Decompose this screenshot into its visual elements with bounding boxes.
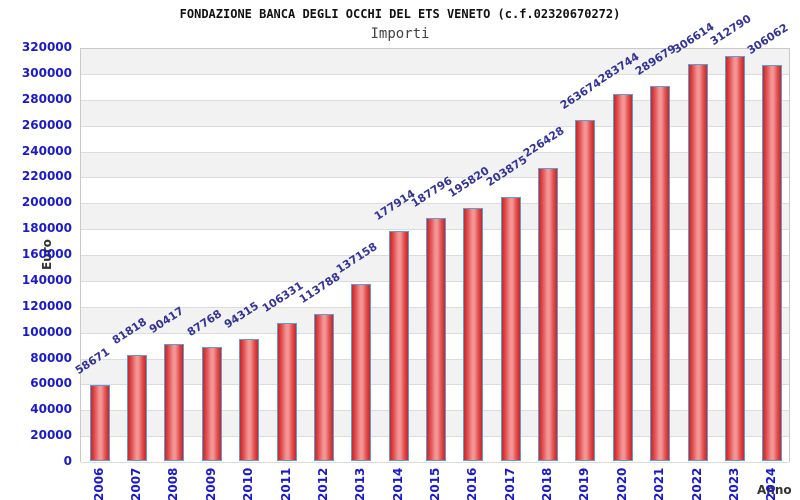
- x-axis-title: Anno: [757, 483, 792, 497]
- x-tick-label: 2007: [129, 467, 144, 500]
- bar-2012: [313, 313, 334, 461]
- y-tick-label: 220000: [21, 169, 72, 184]
- bar-2022: [687, 64, 708, 461]
- y-tick-label: 120000: [21, 298, 72, 313]
- y-tick-label: 60000: [30, 376, 72, 391]
- grid-band: [81, 100, 789, 127]
- y-tick-label: 140000: [21, 272, 72, 287]
- chart-title: FONDAZIONE BANCA DEGLI OCCHI DEL ETS VEN…: [179, 7, 621, 21]
- x-tick-label: 2010: [241, 467, 256, 500]
- x-tick-label: 2008: [166, 467, 181, 500]
- bar-2020: [612, 93, 633, 461]
- bar-2008: [164, 344, 185, 461]
- bar-2017: [500, 197, 521, 461]
- bar-2006: [89, 385, 110, 461]
- grid-band: [81, 152, 789, 179]
- x-tick-label: 2017: [502, 467, 517, 500]
- y-tick-label: 0: [63, 454, 72, 468]
- bar-2011: [276, 323, 297, 461]
- grid-band: [81, 126, 789, 153]
- x-tick-label: 2023: [726, 467, 741, 500]
- x-tick-label: 2011: [278, 467, 293, 500]
- y-tick-label: 180000: [21, 221, 72, 236]
- y-tick-label: 300000: [21, 65, 72, 80]
- bar-2015: [426, 218, 446, 461]
- y-tick-label: 280000: [21, 91, 72, 106]
- x-tick-label: 2009: [203, 467, 218, 500]
- grid-band: [81, 74, 789, 101]
- x-tick-label: 2015: [428, 467, 442, 500]
- grid-band: [81, 49, 789, 75]
- bar-2021: [650, 86, 671, 461]
- x-tick-label: 2020: [614, 467, 629, 500]
- bar-2010: [239, 338, 260, 461]
- y-tick-label: 260000: [21, 117, 72, 132]
- x-tick-label: 2013: [353, 467, 368, 500]
- x-tick-label: 2024: [764, 467, 779, 500]
- bar-2007: [127, 355, 148, 461]
- bar-2018: [538, 168, 559, 461]
- y-tick-label: 80000: [30, 350, 72, 365]
- y-tick-label: 40000: [30, 402, 72, 417]
- y-tick-label: 20000: [30, 428, 72, 443]
- x-tick-label: 2022: [689, 467, 704, 500]
- x-tick-label: 2018: [540, 467, 555, 500]
- bar-2023: [724, 56, 745, 461]
- bar-2016: [463, 207, 484, 461]
- x-tick-label: 2016: [465, 467, 480, 500]
- x-tick-label: 2019: [577, 467, 592, 500]
- y-tick-label: 320000: [21, 40, 72, 54]
- chart-subtitle: Importi: [370, 26, 430, 42]
- x-tick-label: 2006: [91, 467, 106, 500]
- plot-area: [80, 48, 790, 463]
- bar-2014: [388, 230, 409, 461]
- bar-2013: [351, 283, 372, 461]
- x-tick-label: 2014: [390, 467, 405, 500]
- grid-band: [81, 178, 789, 205]
- y-tick-label: 100000: [21, 324, 72, 339]
- y-tick-label: 200000: [21, 195, 72, 210]
- x-tick-label: 2012: [315, 467, 330, 500]
- y-tick-label: 240000: [21, 143, 72, 158]
- bar-2019: [575, 119, 596, 461]
- x-tick-label: 2021: [652, 467, 667, 500]
- y-tick-label: 160000: [21, 247, 72, 261]
- bar-2024: [762, 65, 783, 461]
- bar-2009: [201, 347, 222, 461]
